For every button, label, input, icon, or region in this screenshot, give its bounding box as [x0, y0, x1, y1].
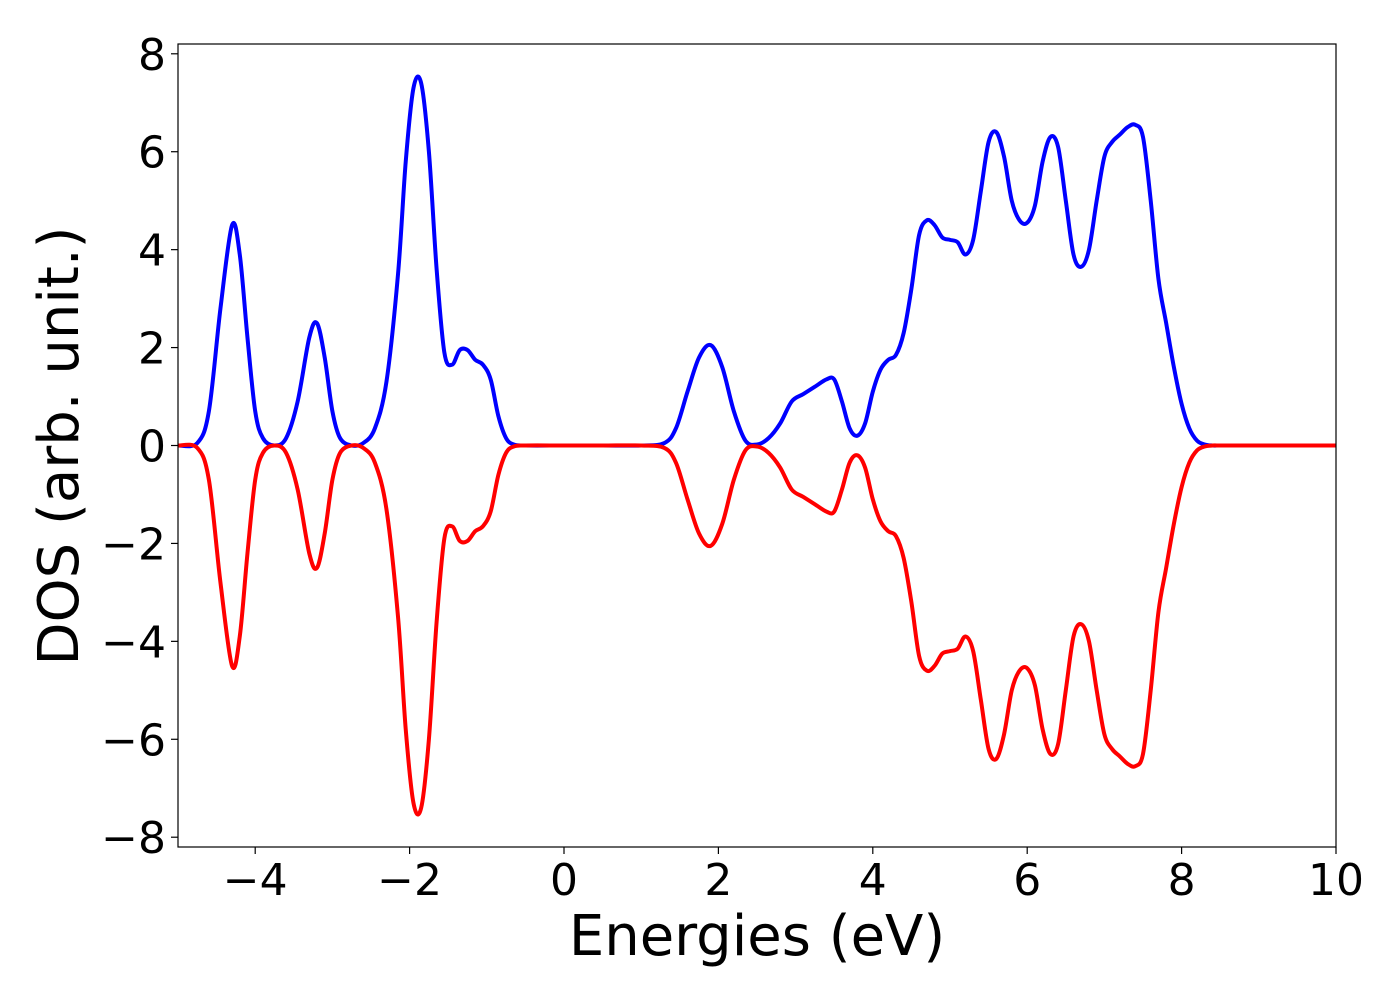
y-tick-label: 4 [138, 226, 166, 277]
y-tick-label: −8 [101, 813, 166, 864]
series-line-2 [178, 442, 1336, 817]
y-tick-label: 2 [138, 324, 166, 375]
x-tick-label: 4 [859, 855, 887, 906]
y-axis-label: DOS (arb. unit.) [27, 226, 92, 665]
x-axis-ticks: −4 −2 0 2 4 6 8 10 [223, 847, 1364, 906]
x-tick-label: 0 [550, 855, 578, 906]
x-tick-label: 2 [704, 855, 732, 906]
series-group [178, 74, 1336, 817]
x-tick-label: 8 [1168, 855, 1196, 906]
y-axis-ticks: −8 −6 −4 −2 0 2 4 6 8 [101, 30, 178, 864]
y-tick-label: −2 [101, 519, 166, 570]
x-tick-label: −2 [377, 855, 442, 906]
series-line-1 [178, 74, 1336, 449]
x-axis-label: Energies (eV) [569, 904, 945, 969]
y-tick-label: 0 [138, 422, 166, 473]
x-tick-label: −4 [223, 855, 288, 906]
y-tick-label: 8 [138, 30, 166, 81]
y-tick-label: −4 [101, 617, 166, 668]
x-tick-label: 10 [1308, 855, 1364, 906]
y-tick-label: −6 [101, 715, 166, 766]
x-tick-label: 6 [1013, 855, 1041, 906]
y-tick-label: 6 [138, 128, 166, 179]
